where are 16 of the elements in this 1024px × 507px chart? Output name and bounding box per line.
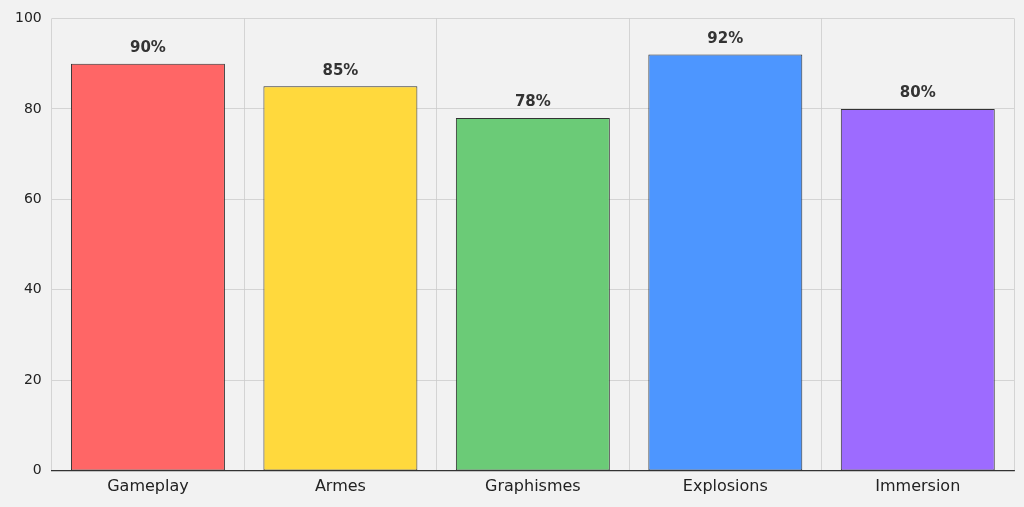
x-tick-label: Immersion (875, 475, 961, 495)
y-tick-label: 20 (23, 370, 42, 387)
data-label: 80% (899, 83, 936, 102)
x-tick-label: Armes (314, 475, 366, 495)
data-label: 92% (707, 28, 744, 47)
y-tick-label: 40 (23, 280, 42, 297)
x-tick-label: Gameplay (107, 475, 189, 495)
y-tick-label: 0 (32, 461, 42, 478)
data-label: 85% (322, 60, 359, 79)
data-label: 90% (130, 38, 166, 57)
y-tick-label: 80 (23, 99, 42, 116)
data-label: 78% (514, 92, 551, 111)
y-tick-label: 100 (14, 9, 42, 26)
x-tick-label: Graphismes (485, 475, 581, 495)
x-tick-label: Explosions (682, 475, 768, 495)
y-tick-label: 60 (23, 190, 42, 206)
